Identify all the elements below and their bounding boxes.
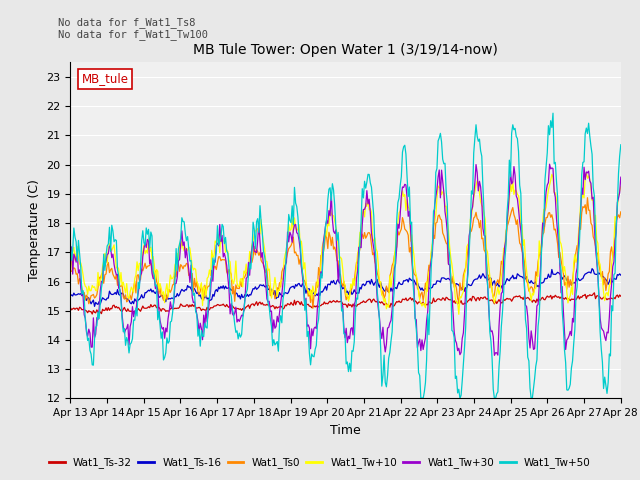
Text: MB_tule: MB_tule [81,72,129,85]
Y-axis label: Temperature (C): Temperature (C) [28,180,41,281]
Title: MB Tule Tower: Open Water 1 (3/19/14-now): MB Tule Tower: Open Water 1 (3/19/14-now… [193,43,498,57]
Legend: Wat1_Ts-32, Wat1_Ts-16, Wat1_Ts0, Wat1_Tw+10, Wat1_Tw+30, Wat1_Tw+50: Wat1_Ts-32, Wat1_Ts-16, Wat1_Ts0, Wat1_T… [45,453,595,472]
Text: No data for f_Wat1_Ts8: No data for f_Wat1_Ts8 [58,17,195,28]
X-axis label: Time: Time [330,424,361,437]
Text: No data for f_Wat1_Tw100: No data for f_Wat1_Tw100 [58,29,207,40]
